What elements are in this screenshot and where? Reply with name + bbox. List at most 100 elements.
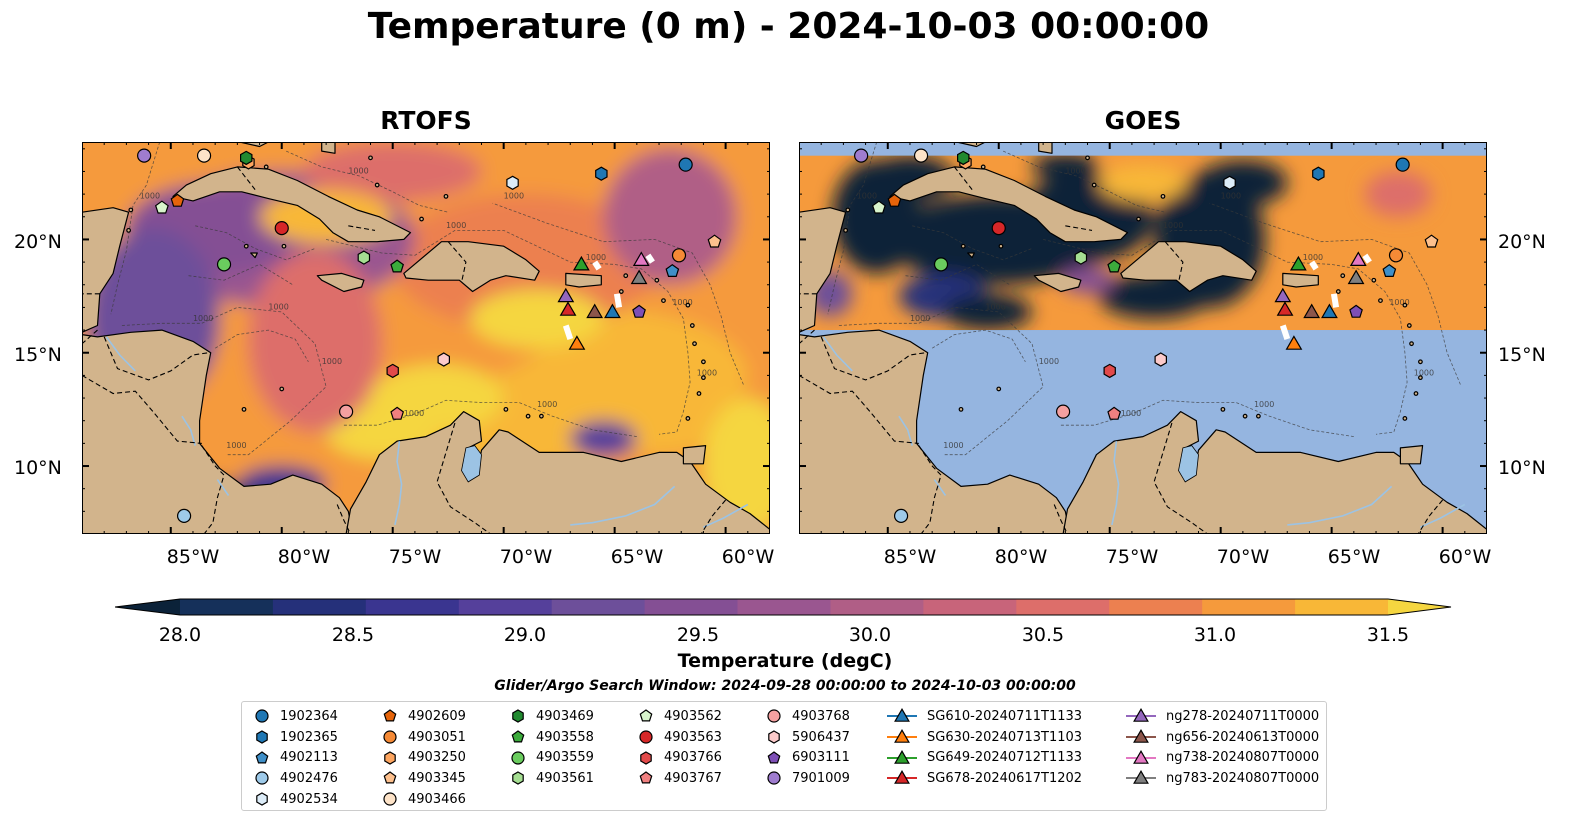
- land-bahamas-andros: [1038, 142, 1053, 154]
- legend-marker: [256, 730, 268, 744]
- land-masses: [799, 142, 1487, 534]
- legend-column: 4903562 4903563 4903766 4903767: [638, 706, 722, 789]
- glider-sg649: [1289, 255, 1307, 271]
- legend-label: ng656-20240613T0000: [1166, 729, 1320, 745]
- glider-sg678: [559, 301, 577, 316]
- colorbar-tick-label: 29.0: [503, 624, 547, 646]
- legend-hexagon-marker: [640, 751, 652, 765]
- small-island: [1402, 416, 1408, 421]
- small-island: [1378, 298, 1383, 304]
- lake-maracaibo: [461, 445, 482, 483]
- contour-label: 1000: [1414, 368, 1434, 377]
- contour-label: 1000: [1163, 221, 1183, 230]
- legend-entry: 1902365: [254, 727, 338, 748]
- lon-label-80w-rtofs: 80°W: [277, 546, 331, 568]
- small-island: [1335, 289, 1341, 294]
- small-island: [701, 375, 706, 381]
- colorbar-tick-label: 31.5: [1366, 624, 1410, 646]
- legend-marker: [384, 751, 396, 765]
- argo-float-1902365: [595, 166, 608, 181]
- legend-label: 4903345: [408, 770, 466, 786]
- argo-float-4903558: [1107, 259, 1122, 273]
- rtofs-map-panel[interactable]: 1000 1000 1000 1000 1000 1000 1000 1000 1000 1000…: [82, 142, 770, 534]
- small-island: [241, 406, 247, 412]
- contour-label: 1000: [193, 314, 213, 323]
- small-island: [243, 243, 249, 249]
- land-trinidad: [682, 445, 707, 465]
- small-island: [1340, 273, 1346, 279]
- legend-label: 4903561: [536, 770, 594, 786]
- legend-label: 7901009: [792, 770, 850, 786]
- glider-sg649: [572, 255, 590, 271]
- argo-float-markers: [854, 148, 1439, 523]
- glider-sg610: [604, 303, 621, 319]
- legend-circle-marker: [767, 771, 781, 786]
- argo-float-1902364: [678, 157, 693, 172]
- argo-float-4903051: [671, 248, 687, 263]
- argo-float-4902609: [887, 193, 902, 207]
- small-island: [692, 341, 697, 347]
- legend-circle-marker: [255, 771, 269, 786]
- legend-triangle-marker: [894, 708, 910, 723]
- land-jamaica: [316, 272, 365, 293]
- argo-float-7901009: [137, 148, 152, 163]
- legend-marker: [640, 751, 652, 765]
- legend-entry: SG678-20240617T1202: [887, 768, 1082, 789]
- argo-float-4903466: [913, 148, 929, 163]
- small-island: [1136, 216, 1141, 222]
- legend-pentagon-marker: [383, 771, 397, 784]
- small-island: [1160, 193, 1166, 199]
- legend-column: 4902609 4903051 4903250 4903345 4903466: [382, 706, 466, 809]
- legend-triangle-marker: [894, 729, 910, 743]
- legend-label: 4903558: [536, 729, 594, 745]
- legend-label: 6903111: [792, 750, 850, 766]
- lon-label-85w-goes: 85°W: [883, 546, 937, 568]
- land-bahamas-andros: [321, 142, 336, 154]
- legend-marker: [639, 771, 653, 784]
- land-florida-tip: [239, 142, 269, 148]
- legend-entry: 4903768: [766, 706, 850, 727]
- colorbar-tick-label: 28.5: [331, 624, 375, 646]
- contour-label: 1000: [1254, 400, 1274, 409]
- argo-float-4903766: [386, 363, 399, 379]
- small-island: [685, 302, 691, 308]
- legend-label: 4902113: [280, 750, 338, 766]
- contour-label: 1000: [910, 314, 930, 323]
- colorbar-segment: [1295, 599, 1389, 615]
- land-grand-cayman: [967, 252, 975, 259]
- legend-entry: 4903559: [510, 747, 594, 768]
- small-island: [958, 406, 964, 412]
- land-central-america: [799, 329, 1071, 534]
- small-island: [696, 391, 702, 396]
- legend-label: 4903250: [408, 750, 466, 766]
- argo-float-4903559: [933, 257, 949, 272]
- argo-float-4902113: [1382, 263, 1397, 277]
- small-island: [128, 207, 134, 213]
- land-trinidad: [1399, 445, 1424, 465]
- contour-label: 1000: [586, 253, 606, 262]
- panel-title-goes: GOES: [1104, 106, 1182, 135]
- small-island: [685, 416, 691, 421]
- small-island: [419, 216, 424, 222]
- legend-pentagon-marker: [383, 709, 397, 722]
- small-island: [661, 298, 666, 304]
- legend-label: ng278-20240711T0000: [1166, 708, 1320, 724]
- legend-label: ng783-20240807T0000: [1166, 770, 1320, 786]
- argo-float-4902609: [170, 193, 185, 207]
- legend-marker: [767, 750, 781, 764]
- legend-entry: 5906437: [766, 727, 850, 748]
- argo-float-4903466: [196, 148, 212, 163]
- goes-map-panel[interactable]: 1000 1000 1000 1000 1000 1000 1000 1000 1000 1000…: [799, 142, 1487, 534]
- lat-label-15n-right: 15°N: [1498, 344, 1546, 366]
- legend-label: 4903768: [792, 708, 850, 724]
- lon-label-75w-goes: 75°W: [1105, 546, 1159, 568]
- legend-marker: [383, 730, 397, 744]
- legend-entry: 4902476: [254, 768, 338, 789]
- argo-float-4902476: [176, 508, 192, 523]
- small-island: [654, 277, 660, 283]
- glider-sg630: [1285, 335, 1303, 350]
- legend-label: 4903766: [664, 750, 722, 766]
- legend-entry: 4902609: [382, 706, 466, 727]
- argo-float-4903561: [1074, 250, 1088, 265]
- glider-sg630: [568, 335, 586, 350]
